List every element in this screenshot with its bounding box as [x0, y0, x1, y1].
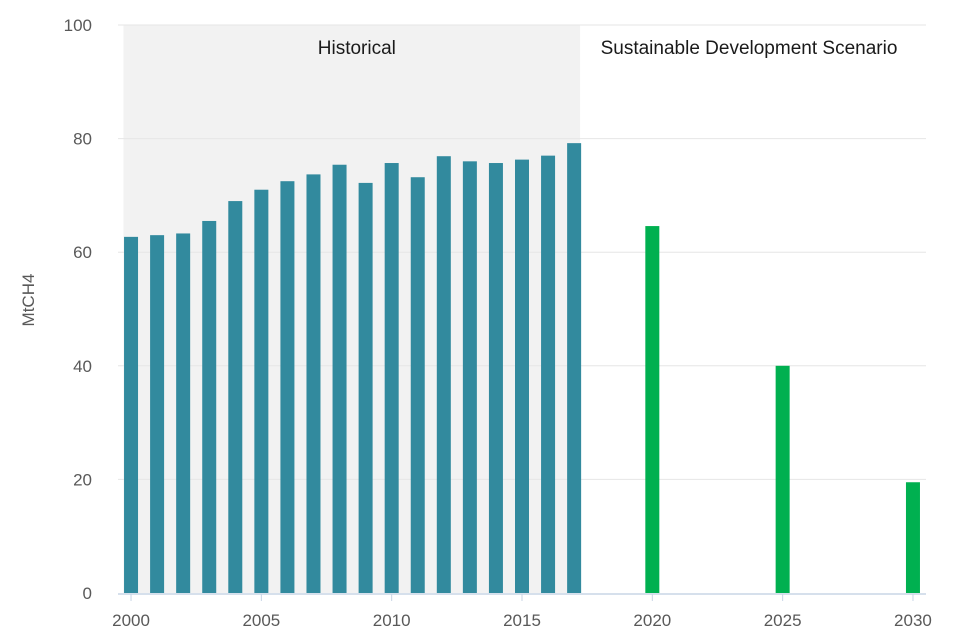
y-tick-label: 0: [83, 584, 92, 603]
historical-region-label: Historical: [318, 38, 396, 59]
bars: [124, 143, 920, 594]
x-tick-label: 2005: [242, 611, 280, 630]
bar-2012: [436, 156, 451, 593]
bar-2020: [645, 226, 660, 593]
bar-2008: [332, 164, 347, 593]
x-tick-labels: 2000 2005 2010 2015 2020 2025 2030: [112, 594, 932, 630]
x-tick-label: 2000: [112, 611, 150, 630]
bar-2001: [150, 235, 165, 593]
bar-2030: [905, 482, 920, 593]
bar-2003: [202, 220, 217, 593]
bar-2000: [124, 236, 139, 593]
bar-2025: [775, 365, 790, 593]
bar-2016: [541, 155, 556, 593]
x-tick-label: 2030: [894, 611, 932, 630]
bar-2002: [176, 233, 191, 593]
bar-2010: [384, 163, 399, 594]
bar-2014: [488, 163, 503, 594]
bar-2011: [410, 177, 425, 593]
bar-2006: [280, 181, 295, 593]
bar-2007: [306, 174, 321, 593]
x-tick-label: 2020: [633, 611, 671, 630]
bar-2005: [254, 189, 269, 593]
x-tick-label: 2010: [373, 611, 411, 630]
bar-2009: [358, 182, 373, 594]
y-axis-title: MtCH4: [19, 274, 38, 327]
y-tick-label: 80: [73, 130, 92, 149]
bar-2013: [462, 161, 477, 593]
y-tick-labels: 0 20 40 60 80 100: [64, 16, 92, 603]
y-tick-label: 100: [64, 16, 92, 35]
bar-2017: [567, 143, 582, 594]
y-tick-label: 40: [73, 357, 92, 376]
y-tick-label: 60: [73, 243, 92, 262]
x-tick-label: 2015: [503, 611, 541, 630]
bar-2015: [515, 159, 529, 593]
bar-2004: [228, 201, 243, 593]
x-tick-label: 2025: [764, 611, 802, 630]
y-tick-label: 20: [73, 470, 92, 489]
sds-region-label: Sustainable Development Scenario: [601, 38, 898, 59]
historical-region-band: [123, 25, 581, 593]
